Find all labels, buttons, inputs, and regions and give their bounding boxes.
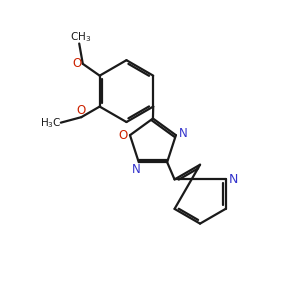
Text: O: O [118,129,127,142]
Text: N: N [179,127,188,140]
Text: N: N [229,173,238,186]
Text: CH$_3$: CH$_3$ [70,30,91,44]
Text: N: N [132,163,141,176]
Text: O: O [73,57,82,70]
Text: O: O [77,104,86,117]
Text: H$_3$C: H$_3$C [40,116,61,130]
